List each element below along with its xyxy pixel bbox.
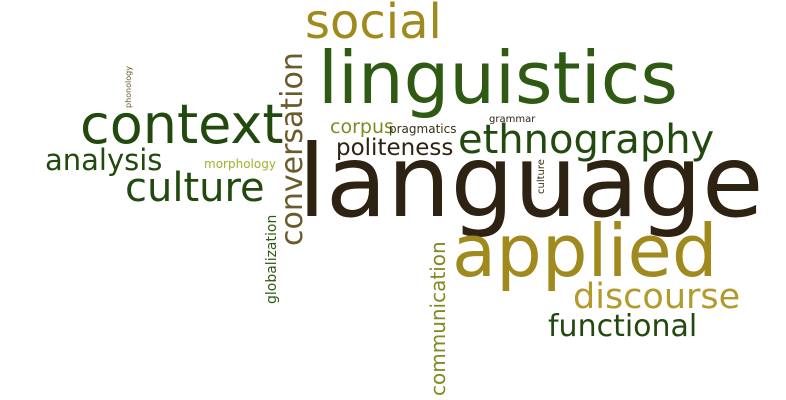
word-linguistics: linguistics	[318, 36, 678, 120]
word-politeness: politeness	[336, 135, 454, 161]
word-ethnography: ethnography	[458, 117, 715, 163]
word-applied: applied	[452, 209, 718, 293]
word-discourse: discourse	[573, 277, 741, 317]
word-context: context	[80, 93, 284, 156]
word-culture: culture	[125, 165, 265, 211]
word-pragmatics: pragmatics	[389, 122, 457, 136]
word-grammar: grammar	[489, 114, 536, 125]
word-globalization: globalization	[264, 214, 280, 304]
word-language: language	[298, 123, 764, 240]
word-analysis: analysis	[45, 143, 163, 177]
word-functional: functional	[548, 309, 698, 344]
word-phonology: phonology	[124, 66, 133, 108]
word-corpus: corpus	[330, 116, 394, 138]
word-culture-small: culture	[536, 159, 547, 194]
word-morphology: morphology	[204, 157, 276, 171]
word-social: social	[305, 0, 442, 50]
word-communication: communication	[426, 241, 450, 396]
